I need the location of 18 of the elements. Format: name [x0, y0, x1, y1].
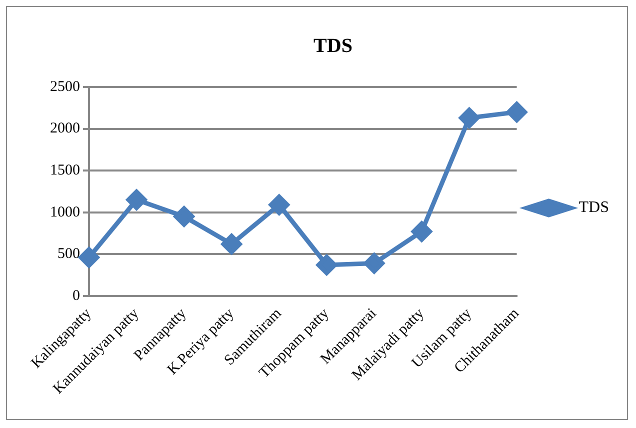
point: [268, 194, 290, 216]
y-tick-label: 2000: [50, 120, 80, 137]
point: [364, 253, 384, 274]
point: [506, 102, 528, 122]
point: [126, 190, 147, 210]
y-tick-label: 0: [72, 288, 80, 304]
y-tick-label: 1000: [50, 204, 80, 220]
y-tick-label: 2500: [50, 78, 80, 95]
chart-title: TDS: [314, 35, 352, 58]
point: [411, 221, 432, 242]
y-tick-label: 1500: [50, 162, 80, 178]
point: [174, 206, 194, 227]
point: [221, 234, 242, 254]
point: [78, 247, 100, 268]
y-tick-label: 500: [58, 246, 80, 262]
point: [458, 108, 480, 128]
legend-label: TDS: [578, 199, 610, 216]
point: [316, 254, 337, 276]
